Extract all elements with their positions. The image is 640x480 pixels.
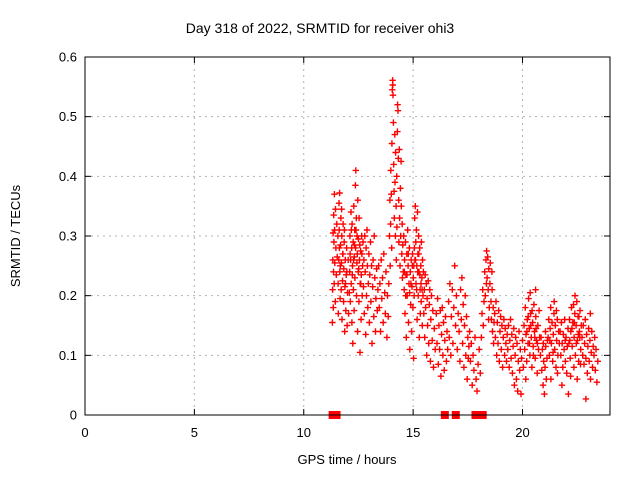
axis-ticks: [84, 56, 610, 416]
y-tick-label: 0.2: [59, 288, 77, 303]
x-tick-label: 10: [297, 425, 311, 440]
y-tick-label: 0.5: [59, 109, 77, 124]
y-tick-label: 0.6: [59, 50, 77, 65]
scatter-plus-markers: [329, 77, 601, 403]
y-axis-label: SRMTID / TECUs: [8, 184, 23, 287]
y-tick-label: 0.4: [59, 169, 77, 184]
y-tick-label: 0.1: [59, 348, 77, 363]
x-tick-label: 5: [191, 425, 198, 440]
y-tick-label: 0: [70, 408, 77, 423]
x-axis-label: GPS time / hours: [298, 452, 397, 467]
x-tick-label: 20: [515, 425, 529, 440]
x-tick-label: 0: [81, 425, 88, 440]
data-points: [329, 77, 601, 403]
y-tick-label: 0.3: [59, 229, 77, 244]
x-tick-label: 15: [406, 425, 420, 440]
chart-title: Day 318 of 2022, SRMTID for receiver ohi…: [186, 20, 455, 36]
tick-labels: 0 0.1 0.2 0.3 0.4 0.5 0.6 0 5 10 15 20: [59, 50, 530, 441]
